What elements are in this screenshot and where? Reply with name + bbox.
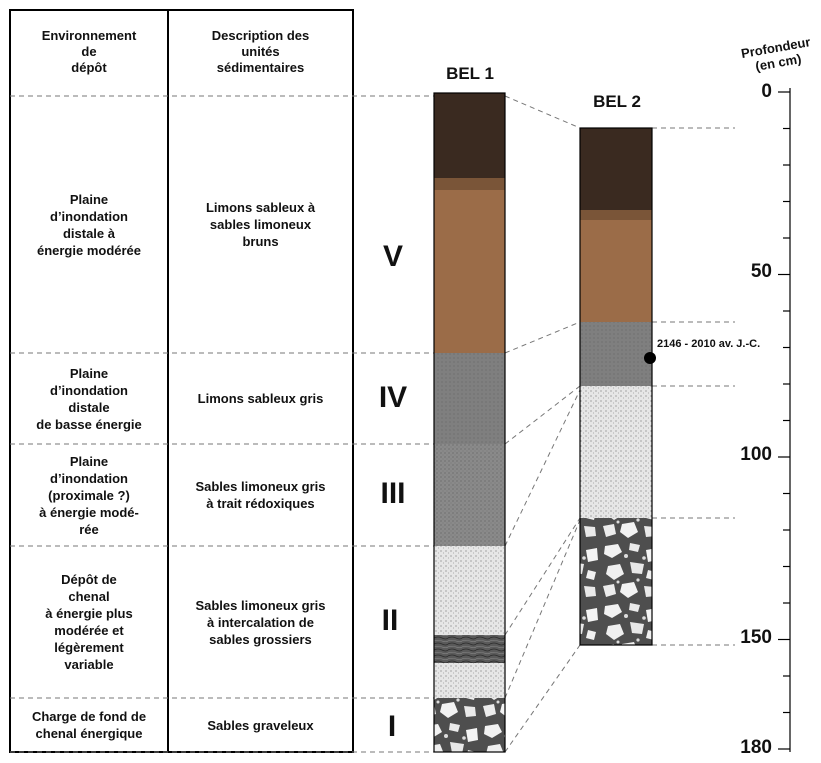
roman-unit-ii: II (381, 604, 399, 637)
bel2-column (579, 127, 656, 646)
bel1-layer-transition (434, 178, 505, 190)
roman-unit-v: V (382, 240, 404, 273)
tick-label-50: 50 (750, 261, 772, 282)
correlation-line (504, 321, 581, 354)
bel1-layer-light-sand-2 (434, 663, 505, 698)
env-unit-ii: Dépôt de chenal à énergie plus modérée e… (45, 572, 133, 672)
desc-unit-iii: Sables limoneux gris à trait rédoxiques (195, 479, 326, 511)
bel2-title: BEL 2 (593, 92, 641, 111)
bel2-layer-gravel (580, 518, 652, 645)
bel1-column (433, 92, 506, 753)
env-unit-iv: Plaine d’inondation distale de basse éne… (36, 365, 142, 432)
desc-unit-v: Limons sableux à sables limoneux bruns (205, 200, 316, 249)
tick-label-0: 0 (761, 81, 772, 102)
correlation-line (504, 385, 581, 445)
bel2-outline (579, 127, 653, 646)
correlation-line (504, 389, 581, 547)
desc-unit-i: Sables graveleux (207, 717, 314, 733)
correlation-line (504, 517, 581, 636)
bel2-layer-light-sand (580, 386, 652, 518)
correlation-line (504, 644, 581, 753)
dating-sample-dot (644, 352, 656, 364)
bel1-layer-grey-sand (434, 444, 505, 546)
bel1-outline (433, 92, 506, 753)
header-description: Description des unités sédimentaires (211, 28, 310, 75)
depth-axis (778, 88, 791, 752)
desc-unit-ii: Sables limoneux gris à intercalation de … (195, 597, 326, 647)
env-unit-iii: Plaine d’inondation (proximale ?) à éner… (39, 453, 139, 537)
desc-unit-iv: Limons sableux gris (197, 391, 324, 406)
roman-unit-i: I (387, 710, 397, 743)
bel1-layer-dark-brown (434, 93, 505, 178)
bel2-layer-dark-brown (580, 128, 652, 210)
env-unit-i: Charge de fond de chenal énergique (31, 709, 147, 741)
bel1-layer-coarse-sand (434, 635, 505, 663)
correlation-line (504, 95, 581, 129)
bel1-layer-gravel (434, 698, 505, 752)
roman-unit-iv: IV (378, 381, 408, 414)
date-label: 2146 - 2010 av. J.-C. (657, 338, 761, 350)
bel2-layer-transition (580, 210, 652, 220)
correlation-line (504, 519, 581, 699)
bel1-layer-grey (434, 353, 505, 444)
header-environment: Environnement de dépôt (41, 28, 137, 75)
tick-label-100: 100 (740, 444, 772, 465)
bel2-layer-brown (580, 210, 652, 322)
roman-unit-iii: III (380, 477, 406, 510)
bel1-title: BEL 1 (446, 64, 494, 83)
bel1-layer-light-sand (434, 546, 505, 635)
tick-label-150: 150 (740, 627, 772, 648)
bel2-layer-grey (580, 322, 652, 386)
bel1-layer-brown (434, 178, 505, 353)
tick-label-180: 180 (740, 737, 772, 758)
env-unit-v: Plaine d’inondation distale à énergie mo… (36, 191, 142, 258)
